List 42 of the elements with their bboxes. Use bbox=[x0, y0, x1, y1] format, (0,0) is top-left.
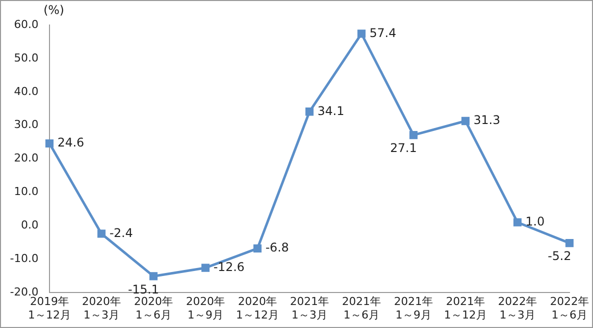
x-tick-label: 2022年 1～6月 bbox=[550, 295, 590, 322]
data-label: -6.8 bbox=[265, 240, 289, 255]
data-label: 24.6 bbox=[57, 136, 84, 150]
data-label: 27.1 bbox=[390, 141, 417, 156]
x-tick-label: 2022年 1～3月 bbox=[498, 295, 537, 322]
y-tick-label: 10.0 bbox=[14, 185, 38, 198]
data-label: -15.1 bbox=[128, 282, 159, 296]
point bbox=[45, 139, 54, 148]
data-label: 1.0 bbox=[526, 214, 545, 228]
point bbox=[201, 264, 210, 272]
y-tick-label: -10.0 bbox=[10, 252, 38, 266]
data-label: -5.2 bbox=[548, 249, 572, 264]
x-tick-label: 2020年 1～6月 bbox=[134, 295, 173, 322]
x-tick-label: 2021年 1～9月 bbox=[394, 295, 433, 322]
data-label: -12.6 bbox=[213, 260, 245, 274]
point bbox=[565, 239, 574, 248]
data-label: 34.1 bbox=[317, 104, 344, 118]
point bbox=[409, 130, 418, 140]
x-tick-label: 2020年 1～12月 bbox=[236, 295, 279, 322]
y-tick-label: 50.0 bbox=[14, 51, 38, 64]
point bbox=[461, 116, 470, 126]
y-axis-title: (%) bbox=[43, 3, 64, 18]
point bbox=[149, 272, 158, 280]
y-tick-label: 40.0 bbox=[14, 84, 38, 98]
x-tick-label: 2019年 1～12月 bbox=[28, 295, 71, 322]
data-label: 31.3 bbox=[473, 113, 500, 128]
point bbox=[513, 218, 522, 226]
y-tick-label: 20.0 bbox=[14, 152, 38, 165]
y-tick-label: 0.0 bbox=[20, 218, 38, 232]
point bbox=[305, 108, 314, 116]
x-tick-label: 2021年 1～3月 bbox=[290, 295, 329, 322]
y-tick-label: 30.0 bbox=[14, 118, 38, 132]
data-label: 57.4 bbox=[369, 26, 396, 40]
x-tick-label: 2020年 1～9月 bbox=[186, 295, 225, 322]
point bbox=[253, 244, 262, 253]
x-tick-label: 2021年 1～6月 bbox=[342, 295, 381, 322]
x-tick-label: 2021年 1～12月 bbox=[444, 295, 487, 322]
data-label: -2.4 bbox=[109, 226, 133, 240]
y-tick-label: 60.0 bbox=[14, 18, 38, 31]
point bbox=[97, 230, 106, 238]
point bbox=[357, 30, 366, 38]
x-tick-label: 2020年 1～3月 bbox=[82, 295, 121, 322]
